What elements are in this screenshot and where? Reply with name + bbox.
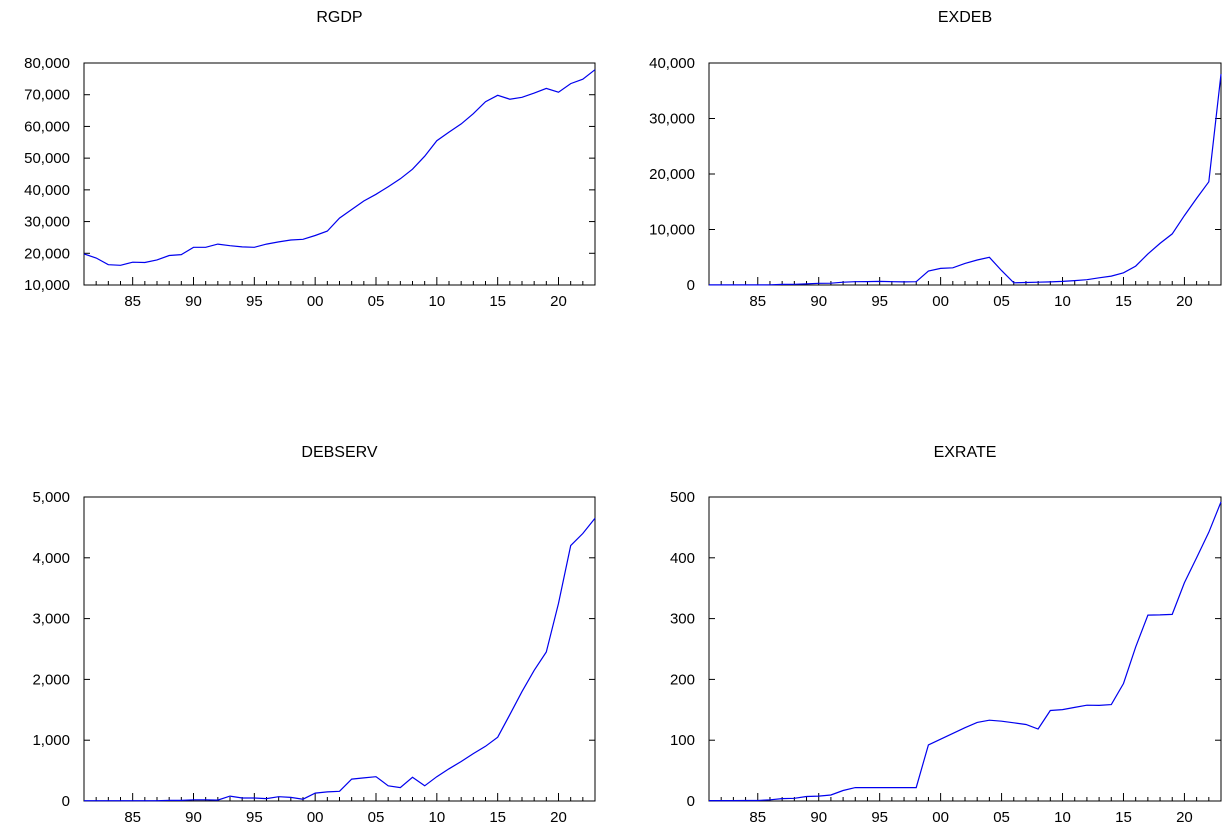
y-tick-label: 50,000	[24, 150, 70, 167]
x-tick-label: 00	[932, 809, 949, 826]
series-line-debserv	[84, 517, 596, 802]
y-tick-label: 3,000	[32, 611, 70, 628]
y-tick-label: 4,000	[32, 550, 70, 567]
chart-panel-exdeb: EXDEB 0 10,000 20,000 30,000 40,000 85 90 95 00 05…	[649, 9, 1222, 310]
series-line-rgdp	[83, 69, 596, 266]
x-tick-label: 20	[550, 293, 567, 310]
chart-panel-debserv: DEBSERV 0 1,000 2,000 3,000 4,000 5,000 85 90 95 0…	[32, 444, 596, 826]
y-tick-label: 5,000	[32, 489, 70, 506]
y-tick-label: 200	[670, 671, 695, 688]
x-tick-label: 05	[993, 293, 1010, 310]
x-tick-label: 10	[428, 809, 445, 826]
x-tick-label: 95	[871, 809, 888, 826]
x-tick-label: 90	[810, 809, 827, 826]
y-tick-label: 60,000	[24, 118, 70, 135]
y-tick-label: 30,000	[649, 111, 695, 128]
y-tick-label: 40,000	[24, 182, 70, 199]
y-tick-label: 70,000	[24, 87, 70, 104]
plot-frame	[708, 62, 1222, 286]
x-tick-label: 95	[871, 293, 888, 310]
x-tick-label: 85	[124, 293, 141, 310]
series-line-exdeb	[709, 74, 1222, 286]
y-tick-label: 400	[670, 550, 695, 567]
y-tick-label: 40,000	[649, 55, 695, 72]
x-tick-label: 05	[368, 293, 385, 310]
x-tick-label: 20	[1176, 809, 1193, 826]
x-tick-label: 15	[489, 293, 506, 310]
x-tick-label: 90	[185, 809, 202, 826]
y-tick-label: 30,000	[24, 214, 70, 231]
x-tick-label: 10	[1054, 809, 1071, 826]
x-tick-label: 20	[1176, 293, 1193, 310]
y-tick-label: 20,000	[649, 166, 695, 183]
plot-frame	[708, 496, 1222, 802]
x-tick-label: 15	[1115, 809, 1132, 826]
y-tick-label: 300	[670, 611, 695, 628]
y-tick-label: 80,000	[24, 55, 70, 72]
chart-title: EXDEB	[938, 9, 992, 26]
x-tick-label: 05	[993, 809, 1010, 826]
x-tick-label: 85	[749, 293, 766, 310]
chart-title: EXRATE	[934, 444, 997, 461]
x-tick-label: 20	[550, 809, 567, 826]
y-tick-label: 500	[670, 489, 695, 506]
chart-title: DEBSERV	[301, 444, 378, 461]
x-tick-label: 15	[489, 809, 506, 826]
chart-title: RGDP	[316, 9, 362, 26]
y-tick-label: 100	[670, 732, 695, 749]
x-tick-label: 00	[307, 293, 324, 310]
x-tick-label: 90	[185, 293, 202, 310]
x-tick-label: 85	[124, 809, 141, 826]
x-tick-label: 90	[810, 293, 827, 310]
y-tick-label: 10,000	[649, 222, 695, 239]
y-tick-label: 10,000	[24, 277, 70, 294]
y-tick-label: 20,000	[24, 245, 70, 262]
x-tick-label: 00	[307, 809, 324, 826]
x-tick-label: 95	[246, 809, 263, 826]
chart-panel-exrate: EXRATE 0 100 200 300 400 500 85 90 95 00 05 10 15 20	[670, 444, 1222, 826]
x-tick-label: 10	[428, 293, 445, 310]
chart-panel-rgdp: RGDP 10,000 20,000 30,000 40,000 50,000 60,000…	[24, 9, 596, 310]
x-tick-label: 10	[1054, 293, 1071, 310]
y-tick-label: 2,000	[32, 671, 70, 688]
x-tick-label: 05	[368, 809, 385, 826]
y-tick-label: 0	[687, 277, 695, 294]
plot-frame	[83, 62, 596, 286]
x-tick-label: 00	[932, 293, 949, 310]
series-line-exrate	[709, 501, 1222, 802]
y-tick-label: 0	[687, 793, 695, 810]
x-tick-label: 95	[246, 293, 263, 310]
plot-frame	[83, 496, 596, 802]
y-tick-label: 1,000	[32, 732, 70, 749]
y-tick-label: 0	[62, 793, 70, 810]
x-tick-label: 85	[749, 809, 766, 826]
x-tick-label: 15	[1115, 293, 1132, 310]
